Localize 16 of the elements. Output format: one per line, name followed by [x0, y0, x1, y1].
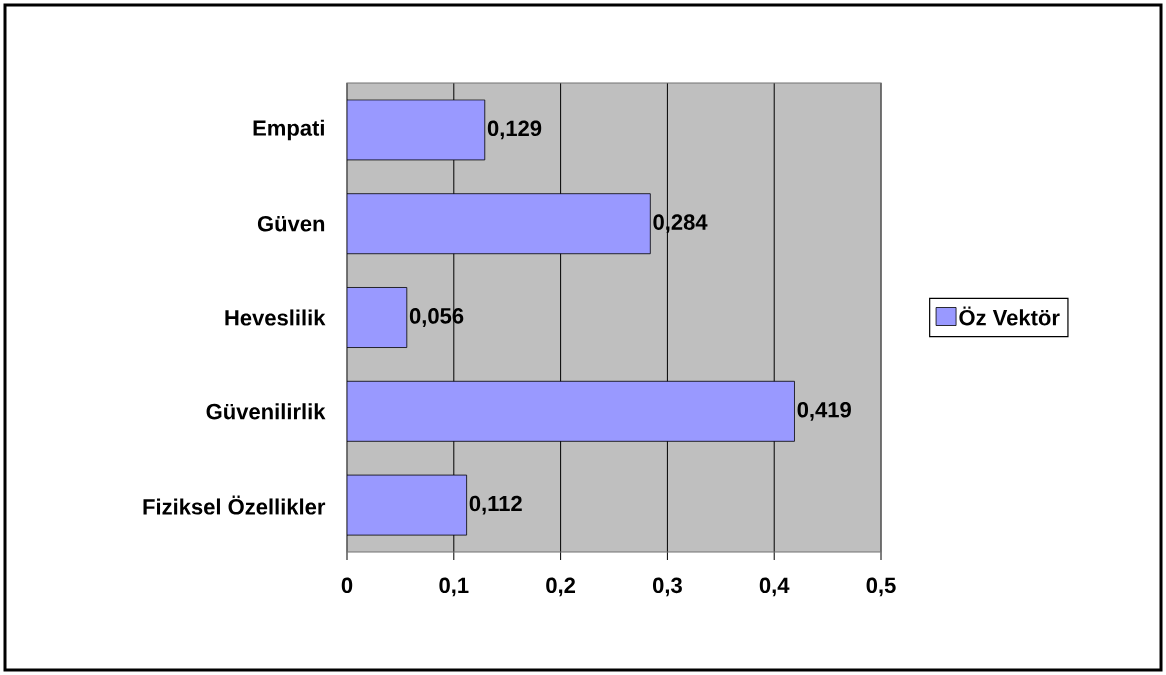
x-tick-label: 0,5 [866, 577, 896, 597]
y-tick-label: Heveslilik [225, 309, 326, 326]
x-tick-label: 0,2 [546, 577, 576, 597]
y-tick-label: Empati [253, 119, 324, 141]
y-tick-label: Güvenilirlik [206, 403, 326, 420]
x-tick-label: 0,4 [759, 577, 790, 597]
y-tick-label: Güven [257, 215, 325, 232]
x-tick-label: 0,3 [652, 577, 682, 597]
data-label: 0,129 [487, 120, 542, 140]
bar [347, 287, 408, 348]
data-label: 0,112 [469, 495, 522, 515]
data-label: 0,419 [797, 401, 851, 421]
legend-label: Öz Vektör [959, 306, 1060, 326]
y-tick-label: Fiziksel Özellikler [143, 495, 326, 515]
x-tick-label: 0,1 [439, 577, 469, 597]
x-tick-label: 0 [341, 577, 353, 594]
